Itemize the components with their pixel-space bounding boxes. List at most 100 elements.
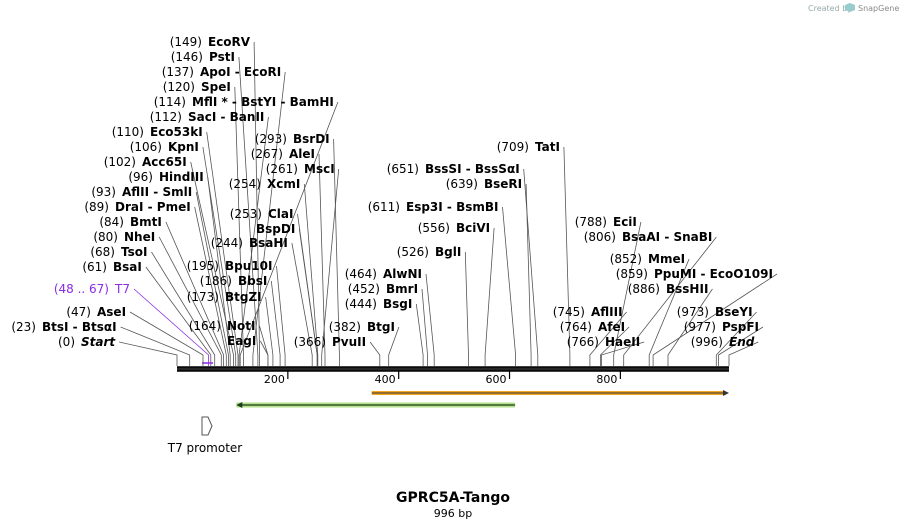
site-label-drai[interactable]: (89) DraI - PmeI (84, 200, 190, 214)
site-label-msci[interactable]: (261) MscI (266, 162, 335, 176)
site-label-esp3i[interactable]: (611) Esp3I - BsmBI (368, 200, 499, 214)
site-position: (110) (112, 125, 144, 139)
site-position: (806) (584, 230, 616, 244)
leader-line (464, 251, 469, 366)
tick-label: 200 (264, 373, 285, 386)
site-name: AfeI (598, 320, 625, 334)
site-position: (293) (255, 132, 287, 146)
site-name: BsaAI - SnaBI (622, 230, 712, 244)
leader-line (238, 56, 259, 366)
site-label-bsssi[interactable]: (651) BssSI - BssSαI (387, 162, 520, 176)
site-label-saci[interactable]: (112) SacI - BanII (150, 110, 265, 124)
leader-line (369, 341, 381, 366)
site-position: (0) (58, 335, 75, 349)
site-label-spei[interactable]: (120) SpeI (163, 80, 231, 94)
leader-line (195, 191, 229, 366)
site-position: (164) (189, 319, 221, 333)
site-label-pspfi[interactable]: (977) PspFI (684, 320, 759, 334)
site-name: TsoI (121, 245, 147, 259)
site-position: (146) (171, 50, 203, 64)
site-label-bbsi[interactable]: (186) BbsI (200, 274, 268, 288)
site-label-bsahi[interactable]: (244) BsaHI (211, 236, 288, 250)
site-label-bsshii[interactable]: (886) BssHII (628, 282, 709, 296)
leader-line (333, 138, 340, 366)
site-label-bcivi[interactable]: (556) BciVI (418, 221, 490, 235)
site-position: (47) (66, 305, 91, 319)
site-name: HindIII (159, 170, 204, 184)
leader-line (502, 206, 516, 366)
site-label-bseri[interactable]: (639) BseRI (446, 177, 522, 191)
site-position: (766) (567, 335, 599, 349)
site-label-bspdi[interactable]: BspDI (256, 222, 295, 236)
features: T7 promoter (167, 390, 729, 455)
credit: Created by SnapGene (808, 3, 899, 13)
site-name: XcmI (267, 177, 300, 191)
site-name: PpuMI - EcoO109I (654, 267, 773, 281)
site-label-haeii[interactable]: (766) HaeII (567, 335, 641, 349)
site-label-pvuii[interactable]: (366) PvuII (294, 335, 366, 349)
site-label-end[interactable]: (996) End (691, 335, 755, 349)
site-label-noti[interactable]: (164) NotI (189, 319, 256, 333)
site-label-alwni[interactable]: (464) AlwNI (345, 267, 422, 281)
site-position: (137) (162, 65, 194, 79)
site-label-eagi[interactable]: EagI (227, 334, 256, 348)
site-label-btgi[interactable]: (382) BtgI (329, 320, 395, 334)
leader-line (525, 183, 532, 366)
site-position: (89) (84, 200, 109, 214)
site-name: BsrDI (293, 132, 330, 146)
site-label-bsai[interactable]: (61) BsaI (82, 260, 142, 274)
site-label-btsi[interactable]: (23) BtsI - BtsαI (11, 320, 116, 334)
site-label-acc65i[interactable]: (102) Acc65I (104, 155, 187, 169)
site-label-afliii[interactable]: (745) AflIII (553, 305, 623, 319)
site-label-bgli[interactable]: (526) BglI (397, 245, 462, 259)
leader-line (234, 86, 244, 366)
site-label-bmti[interactable]: (84) BmtI (99, 215, 162, 229)
site-label-bseyi[interactable]: (973) BseYI (677, 305, 753, 319)
site-label-afei[interactable]: (764) AfeI (560, 320, 625, 334)
site-label-bmri[interactable]: (452) BmrI (348, 282, 418, 296)
site-label-ppumi[interactable]: (859) PpuMI - EcoO109I (616, 267, 773, 281)
leader-line (259, 325, 269, 366)
site-label-hindiii[interactable]: (96) HindIII (128, 170, 203, 184)
site-label-ecorv[interactable]: (149) EcoRV (170, 35, 251, 49)
site-label-bsrdi[interactable]: (293) BsrDI (255, 132, 330, 146)
site-label-eco53ki[interactable]: (110) Eco53kI (112, 125, 203, 139)
site-name: T7 (114, 282, 130, 296)
site-label-apoi[interactable]: (137) ApoI - EcoRI (162, 65, 281, 79)
leader-line (276, 265, 286, 366)
site-label-bpu10i[interactable]: (195) Bpu10I (187, 259, 273, 273)
site-label-clai[interactable]: (253) ClaI (230, 207, 294, 221)
t7-promoter-arrow-icon[interactable] (201, 416, 213, 436)
site-position: (96) (128, 170, 153, 184)
site-label-xcmi[interactable]: (254) XcmI (229, 177, 301, 191)
site-label-tsoi[interactable]: (68) TsoI (90, 245, 147, 259)
leader-line (119, 341, 178, 366)
site-name: BtgZI (225, 290, 262, 304)
site-name: BmrI (386, 282, 418, 296)
site-label-bsaai[interactable]: (806) BsaAI - SnaBI (584, 230, 713, 244)
site-position: (973) (677, 305, 709, 319)
leader-line (600, 326, 630, 366)
site-name: HaeII (605, 335, 640, 349)
site-label-start[interactable]: (0) Start (58, 335, 116, 349)
site-label-psti[interactable]: (146) PstI (171, 50, 235, 64)
site-label-bsgi[interactable]: (444) BsgI (345, 297, 413, 311)
site-label-mmei[interactable]: (852) MmeI (610, 252, 685, 266)
site-label-t7[interactable]: (48 .. 67) T7 (54, 282, 130, 296)
site-label-btgzi[interactable]: (173) BtgZI (187, 290, 262, 304)
site-label-kpni[interactable]: (106) KpnI (130, 140, 199, 154)
site-label-asei[interactable]: (47) AseI (66, 305, 126, 319)
site-position: (106) (130, 140, 162, 154)
feature-green-arrowhead-icon (236, 402, 243, 408)
site-label-ecii[interactable]: (788) EciI (575, 215, 637, 229)
leader-line (120, 326, 191, 366)
site-label-aflii[interactable]: (93) AflII - SmlI (91, 185, 192, 199)
leader-line (623, 236, 717, 366)
site-label-nhei[interactable]: (80) NheI (93, 230, 155, 244)
site-label-alei[interactable]: (267) AleI (251, 147, 315, 161)
site-name: BsgI (383, 297, 412, 311)
tick-label: 400 (375, 373, 396, 386)
leader-line (715, 311, 757, 366)
site-label-tati[interactable]: (709) TatI (497, 140, 560, 154)
site-label-mfli[interactable]: (114) MflI * - BstYI - BamHI (154, 95, 334, 109)
